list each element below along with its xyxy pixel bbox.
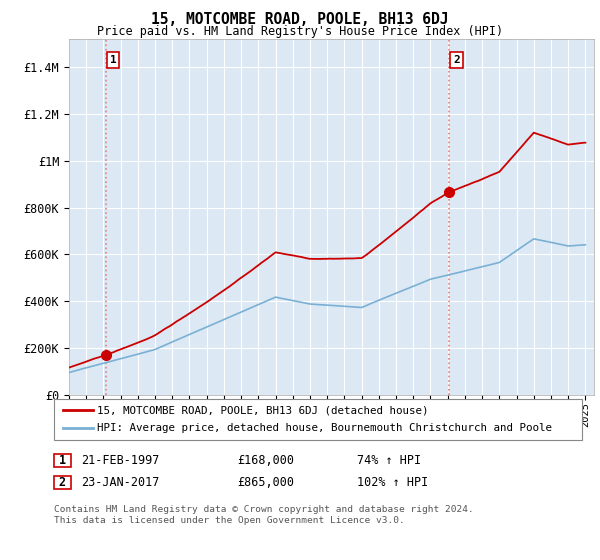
Text: Price paid vs. HM Land Registry's House Price Index (HPI): Price paid vs. HM Land Registry's House … — [97, 25, 503, 38]
Text: 15, MOTCOMBE ROAD, POOLE, BH13 6DJ: 15, MOTCOMBE ROAD, POOLE, BH13 6DJ — [151, 12, 449, 27]
Text: Contains HM Land Registry data © Crown copyright and database right 2024.
This d: Contains HM Land Registry data © Crown c… — [54, 505, 474, 525]
Text: 102% ↑ HPI: 102% ↑ HPI — [357, 476, 428, 489]
Text: 15, MOTCOMBE ROAD, POOLE, BH13 6DJ (detached house): 15, MOTCOMBE ROAD, POOLE, BH13 6DJ (deta… — [97, 405, 428, 415]
Text: £168,000: £168,000 — [237, 454, 294, 467]
Text: HPI: Average price, detached house, Bournemouth Christchurch and Poole: HPI: Average price, detached house, Bour… — [97, 423, 552, 433]
Text: 2: 2 — [453, 55, 460, 66]
Text: 21-FEB-1997: 21-FEB-1997 — [81, 454, 160, 467]
Text: 2: 2 — [59, 476, 66, 489]
Text: 74% ↑ HPI: 74% ↑ HPI — [357, 454, 421, 467]
Text: 1: 1 — [110, 55, 117, 66]
Text: 1: 1 — [59, 454, 66, 467]
Text: £865,000: £865,000 — [237, 476, 294, 489]
Text: 23-JAN-2017: 23-JAN-2017 — [81, 476, 160, 489]
